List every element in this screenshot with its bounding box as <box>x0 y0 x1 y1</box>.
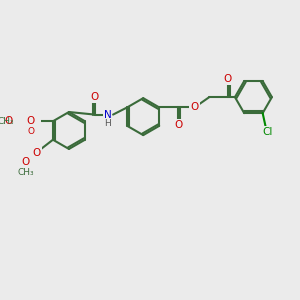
Text: O: O <box>190 102 199 112</box>
Text: N: N <box>103 110 111 120</box>
Text: O: O <box>27 127 34 136</box>
Text: O: O <box>4 116 12 126</box>
Text: CH₃: CH₃ <box>0 117 14 126</box>
Text: O: O <box>91 92 99 102</box>
Text: O: O <box>22 157 30 167</box>
Text: Cl: Cl <box>262 127 272 136</box>
Text: CH₃: CH₃ <box>17 168 34 177</box>
Text: H: H <box>104 119 111 128</box>
Text: O: O <box>33 148 41 158</box>
Text: O: O <box>26 116 35 126</box>
Text: O: O <box>174 120 183 130</box>
Text: O: O <box>224 74 232 84</box>
